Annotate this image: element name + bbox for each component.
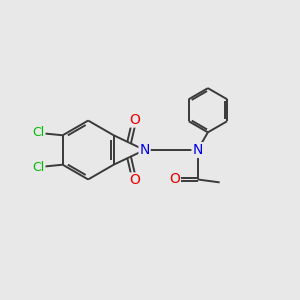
- Text: O: O: [129, 113, 140, 127]
- Text: Cl: Cl: [32, 126, 45, 140]
- Text: N: N: [140, 143, 150, 157]
- Text: Cl: Cl: [32, 160, 45, 174]
- Text: O: O: [129, 173, 140, 187]
- Text: O: O: [169, 172, 180, 186]
- Text: N: N: [192, 143, 203, 157]
